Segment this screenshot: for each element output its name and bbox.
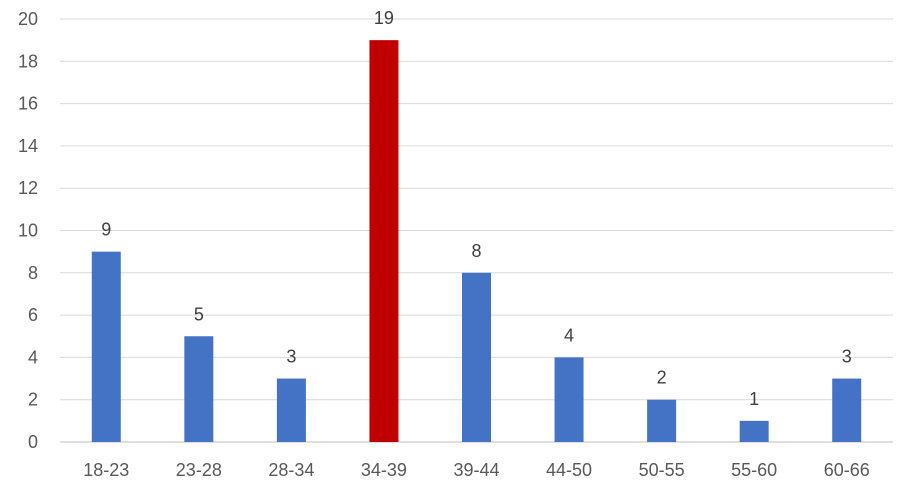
- y-tick-label: 8: [28, 263, 38, 283]
- y-tick-label: 6: [28, 305, 38, 325]
- y-tick-label: 10: [18, 221, 38, 241]
- data-label-44-50: 4: [564, 325, 574, 345]
- x-tick-label-28-34: 28-34: [268, 460, 314, 480]
- bar-18-23: [91, 251, 121, 442]
- bar-55-60: [739, 420, 769, 442]
- x-tick-label-55-60: 55-60: [731, 460, 777, 480]
- x-axis-tick-labels: 18-23 23-28 28-34 34-39 39-44 44-50 50-55 55-60…: [83, 460, 869, 480]
- y-tick-label: 16: [18, 94, 38, 114]
- bar-28-34: [276, 378, 306, 442]
- bar-39-44: [462, 272, 491, 442]
- x-tick-label-44-50: 44-50: [546, 460, 592, 480]
- x-tick-label-60-66: 60-66: [824, 460, 870, 480]
- data-label-18-23: 9: [101, 220, 111, 240]
- y-tick-label: 20: [18, 9, 38, 29]
- data-label-34-39: 19: [374, 8, 394, 28]
- y-tick-label: 14: [18, 136, 38, 156]
- data-labels: 9 5 3 19 8 4 2 1 3: [101, 8, 851, 409]
- bar-23-28: [184, 336, 214, 442]
- y-tick-label: 12: [18, 178, 38, 198]
- data-label-55-60: 1: [749, 389, 759, 409]
- bars: [91, 40, 862, 443]
- bar-50-55: [647, 399, 677, 442]
- x-tick-label-23-28: 23-28: [176, 460, 222, 480]
- y-tick-label: 2: [28, 390, 38, 410]
- y-tick-label: 18: [18, 51, 38, 71]
- y-tick-label: 0: [28, 432, 38, 452]
- bar-34-39: [369, 40, 399, 443]
- data-label-39-44: 8: [471, 241, 481, 261]
- y-tick-label: 4: [28, 347, 38, 367]
- x-tick-label-34-39: 34-39: [361, 460, 407, 480]
- x-tick-label-50-55: 50-55: [639, 460, 685, 480]
- y-axis-tick-labels: 0 2 4 6 8 10 12 14 16 18 20: [18, 9, 38, 452]
- data-label-50-55: 2: [657, 368, 667, 388]
- bar-44-50: [554, 357, 584, 442]
- x-tick-label-39-44: 39-44: [453, 460, 499, 480]
- bar-60-66: [832, 378, 862, 442]
- data-label-60-66: 3: [842, 347, 852, 367]
- x-tick-label-18-23: 18-23: [83, 460, 129, 480]
- data-label-23-28: 5: [194, 304, 204, 324]
- data-label-28-34: 3: [286, 347, 296, 367]
